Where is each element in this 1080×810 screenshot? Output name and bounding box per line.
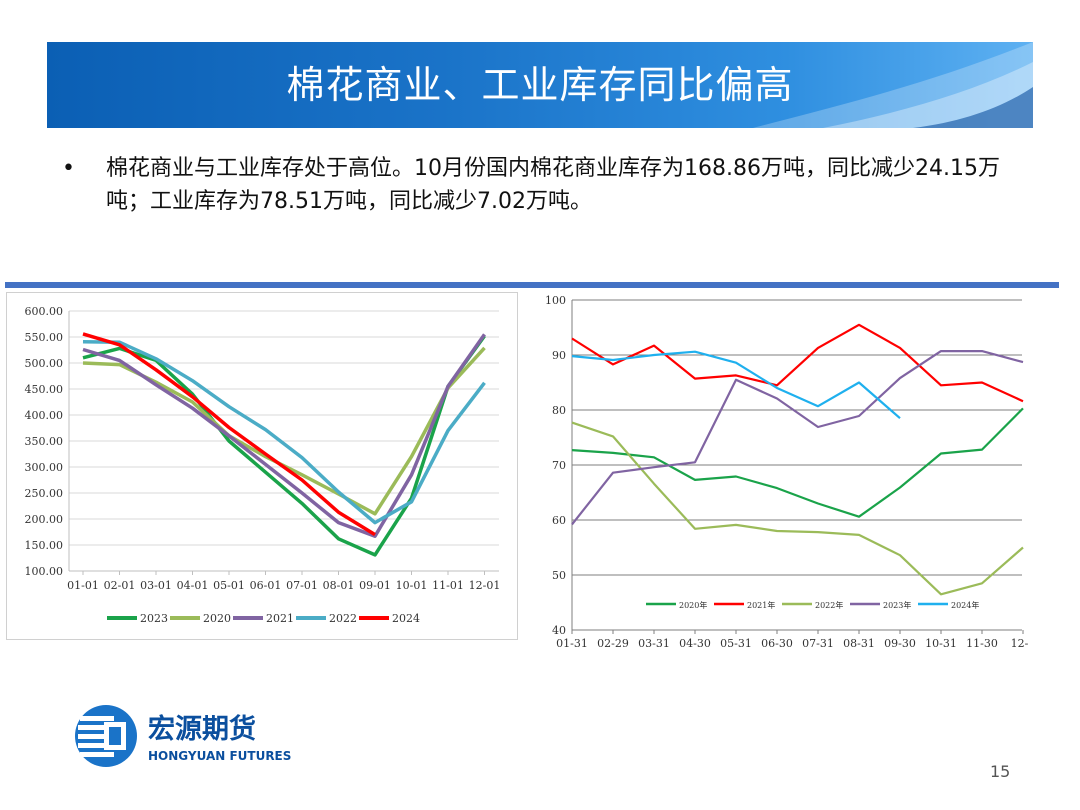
- x-tick-label: 04-01: [177, 579, 209, 592]
- x-tick-label: 02-29: [597, 637, 629, 650]
- y-tick-label: 450.00: [25, 383, 64, 396]
- series-line-2021年: [571, 323, 1024, 403]
- bullet-paragraph: • 棉花商业与工业库存处于高位。10月份国内棉花商业库存为168.86万吨，同比…: [62, 152, 1012, 218]
- legend-label: 2020年: [679, 600, 707, 610]
- x-tick-label: 11-30: [966, 637, 998, 650]
- y-tick-label: 90: [552, 349, 566, 362]
- series-line-2022年: [571, 421, 1024, 596]
- bullet-symbol: •: [62, 156, 75, 181]
- y-tick-label: 550.00: [25, 331, 64, 344]
- logo-chinese-name: 宏源期货: [148, 713, 256, 745]
- legend-label: 2021年: [747, 600, 775, 610]
- y-tick-label: 200.00: [25, 513, 64, 526]
- series-line-2022: [82, 339, 486, 525]
- page-number: 15: [990, 762, 1011, 781]
- y-tick-label: 100: [545, 294, 566, 307]
- series-line-2024年: [571, 350, 901, 420]
- x-tick-label: 03-31: [638, 637, 670, 650]
- x-tick-label: 08-31: [843, 637, 875, 650]
- y-tick-label: 150.00: [25, 539, 64, 552]
- title-banner: 棉花商业、工业库存同比偏高: [47, 42, 1033, 128]
- legend-label: 2022: [329, 612, 357, 625]
- x-tick-label: 05-31: [720, 637, 752, 650]
- industrial-inventory-chart: 40 50 60 70 80 90 100 01-31 02-29 03-31 04-30 05-31…: [528, 292, 1035, 662]
- y-tick-label: 500.00: [25, 357, 64, 370]
- x-tick-label: 09-30: [884, 637, 916, 650]
- x-tick-label: 01-31: [556, 637, 588, 650]
- commercial-inventory-chart-svg: 100.00 150.00 200.00 250.00 300.00 350.00 400.…: [25, 305, 501, 625]
- x-tick-label: 06-01: [250, 579, 282, 592]
- legend-label: 2024年: [951, 600, 979, 610]
- legend-label: 2023: [140, 612, 168, 625]
- legend-label: 2020: [203, 612, 231, 625]
- x-tick-label: 06-30: [761, 637, 793, 650]
- series-line-2020年: [571, 407, 1024, 518]
- x-tick-label: 02-01: [104, 579, 136, 592]
- y-tick-label: 300.00: [25, 461, 64, 474]
- x-tick-label: 07-31: [802, 637, 834, 650]
- series-line-2023: [82, 334, 486, 557]
- x-tick-label: 01-01: [67, 579, 99, 592]
- company-logo: 宏源期货 HONGYUAN FUTURES: [74, 702, 314, 774]
- y-tick-label: 50: [552, 569, 566, 582]
- series-line-2024: [82, 332, 376, 537]
- y-tick-label: 350.00: [25, 435, 64, 448]
- bullet-text: 棉花商业与工业库存处于高位。10月份国内棉花商业库存为168.86万吨，同比减少…: [106, 156, 1000, 214]
- banner-wave-decoration: [753, 42, 1033, 128]
- x-tick-label: 10-31: [925, 637, 957, 650]
- x-tick-label: 10-01: [396, 579, 428, 592]
- industrial-inventory-chart-svg: 40 50 60 70 80 90 100 01-31 02-29 03-31 04-30 05-31…: [545, 294, 1035, 650]
- y-tick-label: 400.00: [25, 409, 64, 422]
- x-tick-label: 11-01: [432, 579, 464, 592]
- legend-label: 2023年: [883, 600, 911, 610]
- x-tick-label: 07-01: [286, 579, 318, 592]
- x-tick-label: 12-01: [469, 579, 501, 592]
- series-line-2023年: [571, 350, 1024, 526]
- y-tick-label: 100.00: [25, 565, 64, 578]
- x-tick-label: 09-01: [359, 579, 391, 592]
- y-tick-label: 80: [552, 404, 566, 417]
- x-tick-label: 03-01: [140, 579, 172, 592]
- legend-label: 2021: [266, 612, 294, 625]
- commercial-inventory-chart: 100.00 150.00 200.00 250.00 300.00 350.00 400.…: [6, 292, 518, 640]
- x-tick-label: 05-01: [213, 579, 245, 592]
- y-tick-label: 600.00: [25, 305, 64, 318]
- separator-line: [5, 282, 1059, 288]
- x-tick-label: 12-3: [1011, 637, 1028, 650]
- page-title: 棉花商业、工业库存同比偏高: [286, 63, 794, 107]
- logo-graphic: 宏源期货 HONGYUAN FUTURES: [75, 705, 291, 767]
- y-tick-label: 250.00: [25, 487, 64, 500]
- y-tick-label: 70: [552, 459, 566, 472]
- x-tick-label: 08-01: [323, 579, 355, 592]
- logo-english-name: HONGYUAN FUTURES: [148, 749, 291, 763]
- x-tick-label: 04-30: [679, 637, 711, 650]
- legend-label: 2024: [392, 612, 420, 625]
- series-line-2021: [82, 333, 486, 538]
- y-tick-label: 60: [552, 514, 566, 527]
- legend-label: 2022年: [815, 600, 843, 610]
- y-tick-label: 40: [552, 624, 566, 637]
